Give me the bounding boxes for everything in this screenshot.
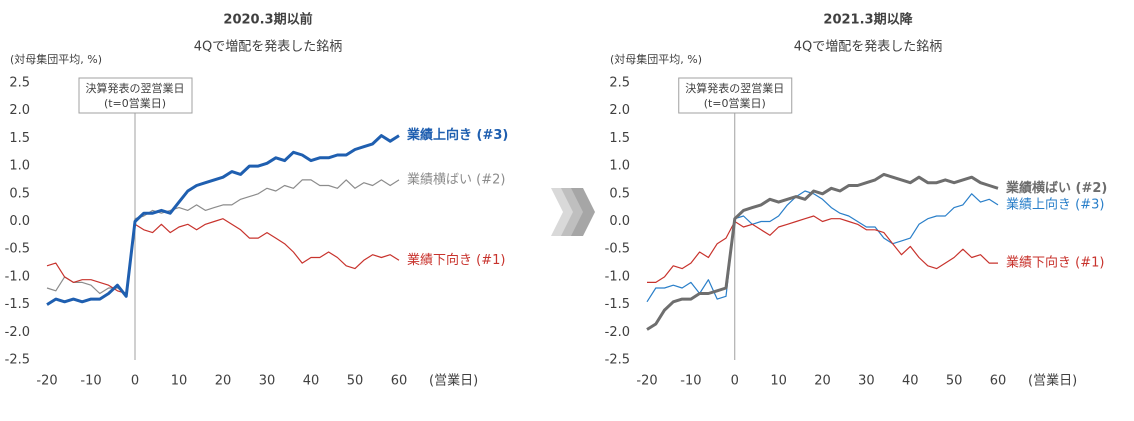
chart-title: 2020.3期以前 <box>223 12 312 28</box>
x-tick-label: 40 <box>902 374 919 389</box>
y-tick-label: 1.5 <box>609 131 630 146</box>
x-tick-label: 0 <box>131 374 139 389</box>
annotation: 決算発表の翌営業日 <box>685 81 784 95</box>
y-axis-label: (対母集団平均, %) <box>610 52 702 66</box>
annotation-box <box>678 77 793 114</box>
x-tick-label: 10 <box>171 374 188 389</box>
chart-title: 2021.3期以降 <box>823 12 913 28</box>
series-line <box>46 134 400 306</box>
x-tick-label: -20 <box>636 374 657 389</box>
series-label: 業績上向き (#3) <box>406 127 508 143</box>
y-tick-label: -2.0 <box>605 325 630 340</box>
y-tick-label: 2.5 <box>609 76 630 91</box>
chart-subtitle: 4Qで増配を発表した銘柄 <box>794 40 943 55</box>
series-line <box>646 172 999 331</box>
transition-arrow <box>551 188 595 236</box>
x-axis-label: (営業日) <box>1028 373 1077 389</box>
y-tick-label: 1.5 <box>9 131 30 146</box>
x-tick-label: -20 <box>36 374 57 389</box>
series-line <box>647 215 998 283</box>
series-label: 業績下向き (#1) <box>1006 255 1104 271</box>
x-tick-label: 10 <box>770 374 787 389</box>
x-tick-label: -10 <box>80 374 101 389</box>
y-tick-label: -0.5 <box>605 242 630 257</box>
series-label: 業績横ばい (#2) <box>407 171 505 187</box>
x-tick-label: -10 <box>680 374 701 389</box>
chevron <box>571 188 595 236</box>
series-label: 業績上向き (#3) <box>1006 196 1104 212</box>
y-tick-label: 0.5 <box>609 186 630 201</box>
y-tick-label: -0.5 <box>5 242 30 257</box>
x-tick-label: 20 <box>215 374 232 389</box>
y-tick-label: 0.5 <box>9 186 30 201</box>
series-line <box>646 190 999 303</box>
y-tick-label: -2.0 <box>5 325 30 340</box>
x-tick-label: 20 <box>814 374 831 389</box>
y-tick-label: -2.5 <box>5 353 30 368</box>
y-tick-label: -1.5 <box>5 297 30 312</box>
chart-subtitle: 4Qで増配を発表した銘柄 <box>194 40 343 55</box>
x-tick-label: 60 <box>391 374 408 389</box>
x-tick-label: 30 <box>259 374 276 389</box>
x-tick-label: 50 <box>946 374 963 389</box>
annotation-box <box>78 77 193 114</box>
y-tick-label: -1.0 <box>605 269 630 284</box>
y-tick-label: 1.0 <box>609 159 630 174</box>
x-tick-label: 0 <box>731 374 739 389</box>
y-axis-label: (対母集団平均, %) <box>10 52 102 66</box>
annotation: 決算発表の翌営業日 <box>86 81 185 95</box>
annotation: (t=0営業日) <box>704 96 766 110</box>
y-tick-label: 0.0 <box>609 214 630 229</box>
annotation: (t=0営業日) <box>104 96 166 110</box>
y-tick-label: 2.5 <box>9 76 30 91</box>
x-tick-label: 30 <box>858 374 875 389</box>
y-tick-label: 2.0 <box>609 103 630 118</box>
y-tick-label: 2.0 <box>9 103 30 118</box>
series-label: 業績下向き (#1) <box>407 252 505 268</box>
series-line <box>46 218 400 295</box>
y-tick-label: 1.0 <box>9 159 30 174</box>
y-tick-label: -1.0 <box>5 269 30 284</box>
series-line <box>46 179 400 295</box>
y-tick-label: 0.0 <box>9 214 30 229</box>
y-tick-label: -2.5 <box>605 353 630 368</box>
series-label: 業績横ばい (#2) <box>1005 180 1107 196</box>
x-tick-label: 50 <box>347 374 364 389</box>
x-tick-label: 40 <box>303 374 320 389</box>
y-tick-label: -1.5 <box>605 297 630 312</box>
x-tick-label: 60 <box>990 374 1007 389</box>
x-axis-label: (営業日) <box>429 373 478 389</box>
